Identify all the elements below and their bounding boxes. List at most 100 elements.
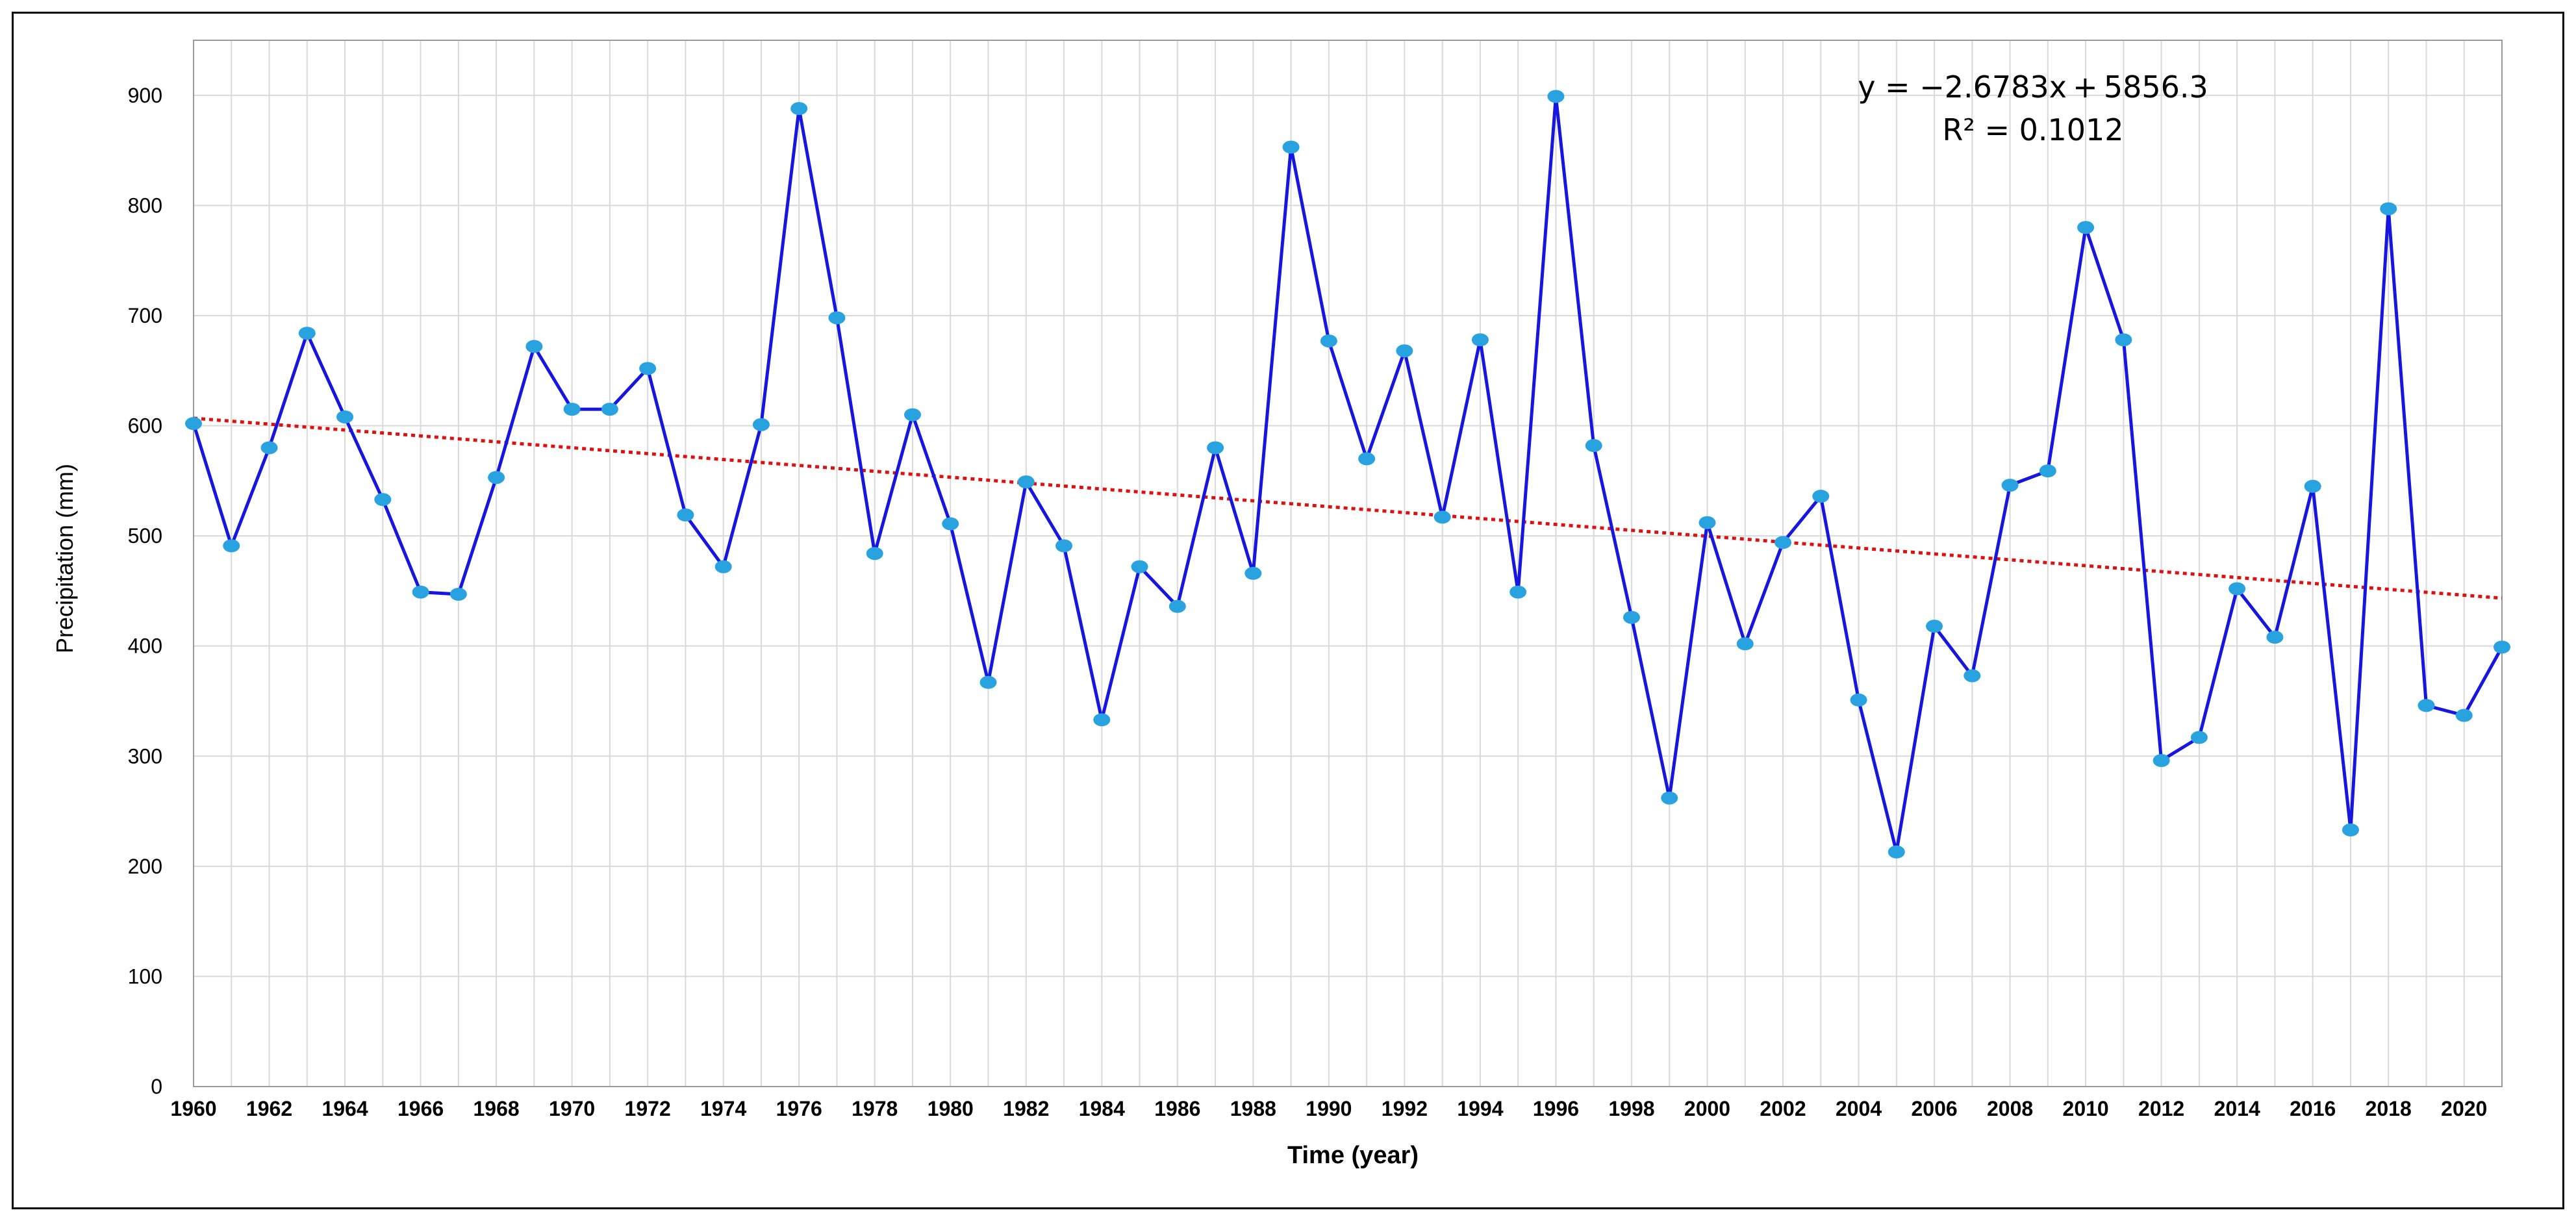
x-tick-label: 2014	[2214, 1097, 2260, 1120]
data-point	[1017, 475, 1035, 489]
data-point	[1850, 693, 1867, 707]
data-point	[2077, 221, 2095, 234]
marker-group	[185, 90, 2510, 859]
data-point	[525, 340, 543, 353]
x-tick-label: 1996	[1533, 1097, 1579, 1120]
x-tick-label: 1972	[625, 1097, 671, 1120]
data-point	[2115, 333, 2132, 347]
grid-lines	[193, 40, 2503, 1087]
data-point	[2380, 202, 2397, 216]
data-point	[2304, 479, 2321, 493]
data-point	[185, 417, 202, 431]
data-point	[601, 403, 618, 416]
data-point	[1888, 845, 1905, 859]
x-tick-label: 1978	[852, 1097, 898, 1120]
data-point	[1168, 599, 1186, 613]
data-point	[1964, 669, 1981, 683]
data-point	[1585, 439, 1602, 453]
data-point	[1661, 791, 1678, 805]
data-point	[1320, 334, 1337, 347]
x-tick-label: 1962	[246, 1097, 292, 1120]
data-point	[639, 362, 657, 375]
x-tick-label: 1982	[1003, 1097, 1049, 1120]
y-tick-label: 600	[128, 414, 162, 438]
y-tick-label: 200	[128, 855, 162, 878]
x-tick-label: 1990	[1306, 1097, 1352, 1120]
data-point	[1471, 333, 1489, 347]
data-point	[1774, 536, 1792, 549]
data-point	[828, 311, 846, 325]
data-point	[260, 441, 278, 455]
x-tick-label: 1986	[1154, 1097, 1200, 1120]
data-point	[1207, 441, 1224, 455]
x-tick-label: 1966	[398, 1097, 444, 1120]
x-tick-label: 2008	[1987, 1097, 2033, 1120]
x-tick-label: 2004	[1836, 1097, 1882, 1120]
data-point	[374, 493, 392, 507]
data-point	[1623, 610, 1640, 624]
data-point	[1244, 566, 1262, 580]
x-tick-label: 2002	[1760, 1097, 1806, 1120]
x-tick-label: 2020	[2441, 1097, 2487, 1120]
x-axis-title: Time (year)	[1287, 1142, 1419, 1169]
x-tick-label: 1964	[322, 1097, 368, 1120]
series-group	[192, 95, 2504, 854]
y-tick-labels: 0 100 200 300 400 500 600 700 800 900	[128, 84, 162, 1098]
data-point	[1093, 713, 1111, 727]
data-point	[714, 560, 732, 573]
data-point	[488, 471, 505, 485]
x-tick-label: 1988	[1230, 1097, 1276, 1120]
data-point	[866, 547, 883, 560]
data-point	[2001, 479, 2019, 492]
r-squared-label: R² = 0.1012	[1942, 112, 2123, 147]
data-point	[1926, 620, 1943, 633]
plot-area	[193, 40, 2503, 1087]
trend-equation: y = −2.6783x + 5856.3	[1858, 69, 2208, 105]
data-point	[563, 403, 581, 416]
x-tick-label: 2000	[1684, 1097, 1730, 1120]
data-point	[1509, 585, 1527, 599]
y-axis-title: Precipitation (mm)	[51, 464, 78, 653]
data-point	[1698, 516, 1716, 529]
data-point	[979, 675, 997, 689]
y-tick-label: 500	[128, 524, 162, 548]
data-point	[942, 517, 959, 531]
x-tick-label: 1992	[1382, 1097, 1428, 1120]
data-point	[1433, 510, 1451, 524]
x-tick-label: 1968	[474, 1097, 520, 1120]
data-point	[1055, 539, 1073, 553]
x-tick-label: 1960	[170, 1097, 216, 1120]
y-tick-label: 900	[128, 84, 162, 107]
y-tick-label: 700	[128, 304, 162, 327]
x-tick-label: 1984	[1079, 1097, 1125, 1120]
data-point	[2494, 640, 2510, 654]
trendline-group	[193, 416, 2503, 600]
y-tick-label: 400	[128, 635, 162, 658]
data-point	[1736, 637, 1754, 651]
data-point	[790, 102, 808, 116]
data-point	[677, 508, 694, 522]
y-tick-label: 300	[128, 744, 162, 768]
data-point	[1131, 560, 1148, 573]
x-tick-label: 1998	[1608, 1097, 1654, 1120]
data-point	[1282, 140, 1300, 154]
data-point	[2266, 631, 2284, 644]
trendline	[193, 416, 2503, 600]
data-point	[449, 587, 467, 601]
x-tick-label: 2018	[2366, 1097, 2412, 1120]
x-tick-label: 1974	[700, 1097, 746, 1120]
data-point	[2153, 754, 2170, 768]
x-tick-label: 1980	[928, 1097, 974, 1120]
data-point	[2418, 699, 2435, 712]
x-tick-labels: 1960 1962 1964 1966 1968 1970 1972 1974 1976 1978…	[170, 1097, 2487, 1120]
x-tick-label: 1976	[776, 1097, 822, 1120]
chart-frame	[12, 12, 2564, 1209]
x-tick-label: 2016	[2290, 1097, 2336, 1120]
data-point	[1396, 344, 1413, 358]
data-point	[2455, 709, 2473, 722]
data-point	[1547, 90, 1565, 103]
data-point	[298, 327, 316, 340]
x-tick-label: 2006	[1911, 1097, 1957, 1120]
x-tick-label: 2010	[2063, 1097, 2109, 1120]
